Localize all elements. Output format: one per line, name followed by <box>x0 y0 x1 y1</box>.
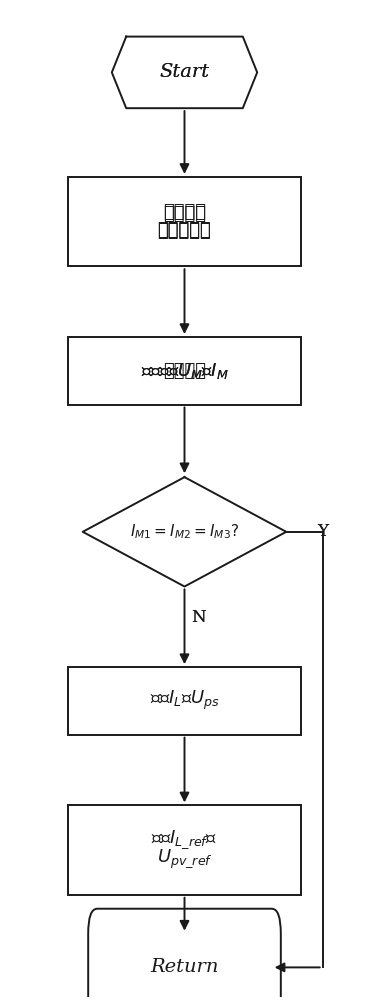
Text: Y: Y <box>317 523 328 540</box>
Text: N: N <box>191 609 206 626</box>
Text: 计算组件$U_M$、$I_M$: 计算组件$U_M$、$I_M$ <box>141 361 228 381</box>
Text: 检测组件: 检测组件 <box>163 203 206 221</box>
Bar <box>68 337 301 405</box>
Bar <box>68 177 301 266</box>
Text: N: N <box>191 609 206 626</box>
Text: $I_{M1}$$=$$I_{M2}$$=$$I_{M3}$?: $I_{M1}$$=$$I_{M2}$$=$$I_{M3}$? <box>130 522 239 541</box>
Bar <box>68 805 301 895</box>
Text: Y: Y <box>317 523 328 540</box>
Text: 补偿$I_{L\_ref}$、: 补偿$I_{L\_ref}$、 <box>151 829 218 851</box>
Text: Start: Start <box>159 63 210 81</box>
Text: Start: Start <box>159 63 210 81</box>
FancyBboxPatch shape <box>88 909 281 1000</box>
Text: Return: Return <box>150 958 219 976</box>
Text: 电压、电流: 电压、电流 <box>158 221 211 239</box>
Text: $U_{pv\_ref}$: $U_{pv\_ref}$ <box>156 848 213 870</box>
Text: 检测$I_L$、$U_{ps}$: 检测$I_L$、$U_{ps}$ <box>150 689 219 712</box>
Bar <box>68 667 301 735</box>
Text: 电压、电流: 电压、电流 <box>158 222 211 240</box>
Text: 检测组件: 检测组件 <box>163 205 206 223</box>
Text: 计算组件$U_M$、$I_M$: 计算组件$U_M$、$I_M$ <box>141 361 228 381</box>
Text: 计算组件: 计算组件 <box>163 362 206 380</box>
